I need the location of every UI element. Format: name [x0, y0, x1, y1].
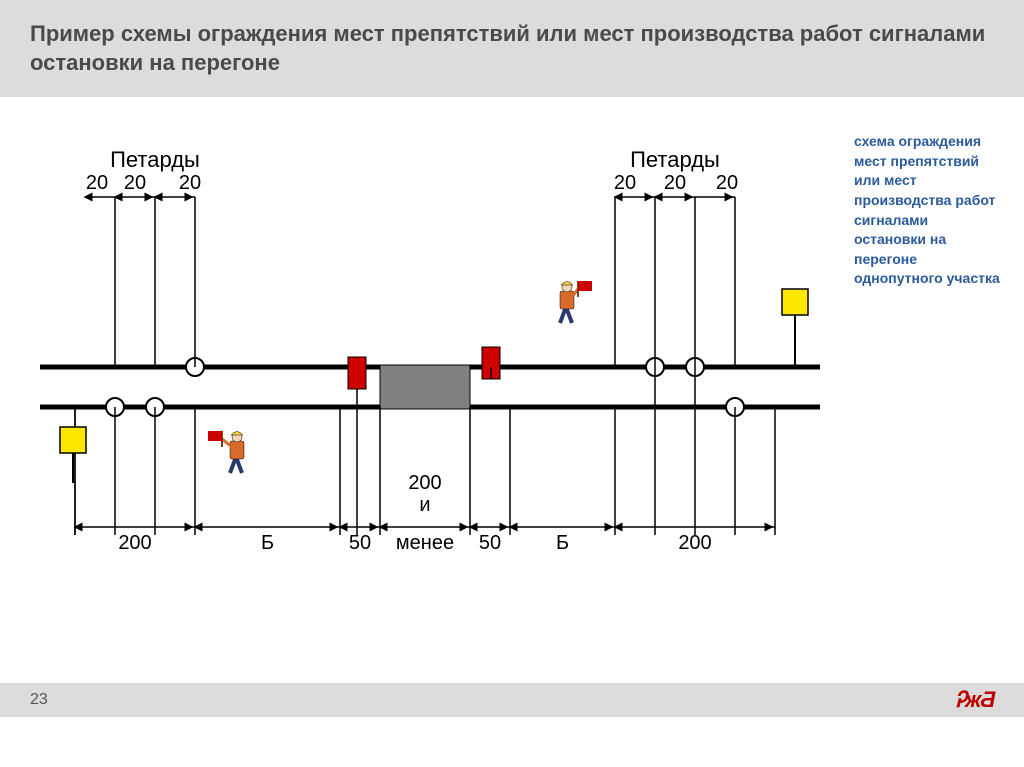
- svg-text:20: 20: [124, 172, 146, 194]
- footer: 23 ᎮжƋ: [0, 683, 1024, 717]
- content-area: 202020Петарды202020Петарды200Б5050Б20020…: [0, 97, 1024, 717]
- svg-text:20: 20: [664, 172, 686, 194]
- svg-text:50: 50: [479, 532, 501, 554]
- svg-text:Петарды: Петарды: [110, 147, 200, 172]
- page-number: 23: [30, 691, 48, 709]
- svg-text:200: 200: [408, 472, 441, 494]
- svg-text:50: 50: [349, 532, 371, 554]
- svg-text:менее: менее: [396, 532, 454, 554]
- svg-text:20: 20: [716, 172, 738, 194]
- diagram: 202020Петарды202020Петарды200Б5050Б20020…: [40, 127, 820, 627]
- svg-text:Петарды: Петарды: [630, 147, 720, 172]
- svg-text:20: 20: [614, 172, 636, 194]
- page-title: Пример схемы ограждения мест препятствий…: [0, 0, 1024, 97]
- svg-text:и: и: [419, 494, 430, 516]
- svg-text:20: 20: [86, 172, 108, 194]
- svg-text:200: 200: [678, 532, 711, 554]
- sidebar-caption: схема ограждения мест препятствий или ме…: [854, 132, 1004, 289]
- rzd-logo-icon: ᎮжƋ: [955, 687, 994, 713]
- svg-text:Б: Б: [556, 532, 569, 554]
- svg-text:200: 200: [118, 532, 151, 554]
- svg-text:Б: Б: [261, 532, 274, 554]
- svg-text:20: 20: [179, 172, 201, 194]
